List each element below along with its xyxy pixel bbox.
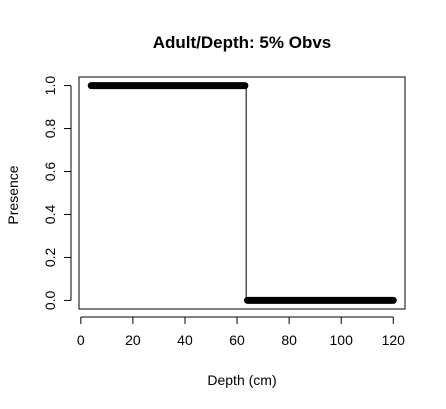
chart-title: Adult/Depth: 5% Obvs: [153, 33, 332, 52]
y-tick-label: 0.6: [42, 162, 58, 182]
x-tick-label: 60: [229, 332, 245, 348]
y-tick-label: 0.8: [42, 119, 58, 139]
series-layer: [87, 82, 397, 304]
x-tick-label: 20: [125, 332, 141, 348]
step-line: [91, 85, 394, 301]
y-axis: 0.0 0.2 0.4 0.6 0.8 1.0: [42, 76, 72, 310]
y-tick-label: 0.0: [42, 290, 58, 310]
x-tick-label: 100: [330, 332, 354, 348]
x-tick-label: 40: [177, 332, 193, 348]
y-tick-label: 0.4: [42, 205, 58, 225]
x-axis-label: Depth (cm): [207, 372, 276, 388]
x-axis: 0 20 40 60 80 100 120: [77, 316, 406, 348]
x-tick-label: 0: [77, 332, 85, 348]
x-tick-label: 120: [382, 332, 406, 348]
plot-box: [78, 76, 406, 310]
x-tick-label: 80: [281, 332, 297, 348]
y-axis-label: Presence: [5, 165, 21, 224]
y-tick-label: 0.2: [42, 248, 58, 268]
y-tick-label: 1.0: [42, 76, 58, 96]
